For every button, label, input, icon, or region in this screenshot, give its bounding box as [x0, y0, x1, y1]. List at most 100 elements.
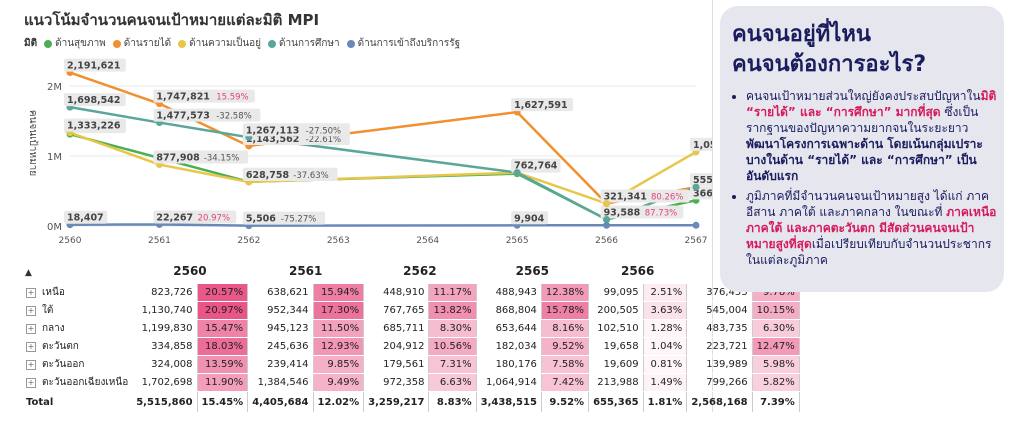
data-label-pct: -34.15%: [204, 154, 239, 164]
percent-cell: 6.63%: [428, 373, 477, 392]
data-label-bg: [690, 173, 712, 187]
region-cell[interactable]: + กลาง: [24, 319, 133, 338]
table-row: + ใต้ 1,130,740 20.97% 952,344 17.30% 767,765 1…: [24, 301, 800, 320]
region-cell[interactable]: + ตะวันออก: [24, 355, 133, 374]
legend-item-living[interactable]: ด้านความเป็นอยู่: [178, 36, 261, 51]
data-label: 18,407: [67, 213, 104, 224]
count-cell: 685,711: [363, 319, 430, 338]
legend-item-services[interactable]: ด้านการเข้าถึงบริการรัฐ: [346, 36, 460, 51]
region-label: ใต้: [42, 305, 54, 316]
count-cell: 972,358: [363, 373, 430, 392]
count-cell: 1,384,546: [247, 373, 314, 392]
region-label: ตะวันตก: [42, 341, 79, 352]
data-point: [603, 200, 611, 208]
data-point: [513, 169, 521, 177]
percent-cell: 11.90%: [197, 373, 249, 392]
table-total-row: Total 5,515,860 15.45% 4,405,684 12.02% 3,259…: [24, 391, 800, 413]
count-cell: 182,034: [476, 337, 542, 356]
count-cell: 179,561: [363, 355, 430, 374]
data-label: 628,758: [246, 170, 290, 181]
expand-icon[interactable]: +: [26, 342, 36, 352]
year-header[interactable]: 2562: [403, 264, 437, 278]
percent-cell: 1.49%: [643, 373, 688, 392]
legend-item-income[interactable]: ด้านรายได้: [112, 36, 171, 51]
year-header[interactable]: 2560: [173, 264, 207, 278]
data-label-bg: [600, 205, 684, 219]
count-cell: 180,176: [476, 355, 542, 374]
percent-cell: 13.59%: [197, 355, 249, 374]
data-label: 1,747,821: [156, 92, 210, 103]
region-cell[interactable]: + ตะวันตก: [24, 337, 133, 356]
data-label: 321,341: [604, 192, 647, 203]
data-label: 366,774: [693, 188, 712, 199]
year-header[interactable]: 2561: [288, 264, 323, 278]
count-cell: 545,004: [686, 301, 753, 320]
count-cell: 324,008: [132, 355, 198, 374]
percent-cell: 7.31%: [428, 355, 477, 374]
percent-cell: 15.78%: [541, 301, 590, 320]
data-label: 9,904: [514, 213, 544, 224]
x-tick-label: 2560: [59, 236, 82, 246]
insight-text: คนจนเป้าหมายส่วนใหญ่ยังคงประสบปัญหาใน: [746, 89, 981, 103]
percent-cell: 3.63%: [643, 301, 688, 320]
x-tick-label: 2563: [327, 236, 350, 246]
sort-arrow-icon[interactable]: ▲: [25, 268, 32, 278]
percent-cell: 9.52%: [541, 337, 590, 356]
legend-swatch: [346, 39, 355, 48]
percent-cell: 15.45%: [197, 391, 249, 413]
data-label-pct: -37.63%: [293, 171, 328, 181]
region-cell[interactable]: + เหนือ: [24, 284, 133, 302]
data-label: 22,267: [156, 212, 193, 223]
expand-icon[interactable]: +: [26, 378, 36, 388]
insight-text: เมื่อเปรียบเทียบกับจำนวนประชากรในแต่ละภู…: [746, 237, 992, 267]
data-label-pct: 80.26%: [651, 193, 683, 203]
percent-cell: 20.97%: [197, 301, 249, 320]
data-label-pct: -27.50%: [306, 126, 341, 136]
count-cell: 638,621: [247, 284, 314, 302]
data-label-bg: [153, 210, 237, 224]
insight-heading: คนจนอยู่ที่ไหน คนจนต้องการอะไร?: [732, 20, 926, 80]
percent-cell: 7.42%: [541, 373, 590, 392]
table-row: + เหนือ 823,726 20.57% 638,621 15.94% 448,910 1…: [24, 284, 800, 302]
expand-icon[interactable]: +: [26, 306, 36, 316]
count-cell: 1,199,830: [132, 319, 198, 338]
expand-icon[interactable]: +: [26, 324, 36, 334]
data-label: 1,143,562: [246, 134, 300, 145]
table-row: + กลาง 1,199,830 15.47% 945,123 11.50% 685,711…: [24, 319, 800, 338]
expand-icon[interactable]: +: [26, 360, 36, 370]
y-tick-label: 1M: [47, 152, 62, 163]
insight-text: ภูมิภาคที่มีจำนวนคนจนเป้าหมายสูง ได้แก่ …: [746, 189, 990, 219]
year-header[interactable]: 2565: [515, 264, 550, 278]
percent-cell: 18.03%: [197, 337, 249, 356]
year-header[interactable]: 2566: [620, 264, 655, 278]
sort-header[interactable]: ▲: [24, 258, 132, 284]
expand-icon[interactable]: +: [26, 288, 36, 298]
insight-highlight: ภาคเหนือ ภาคใต้ และภาคตะวันตก มีสัดส่วนค…: [746, 205, 997, 251]
percent-cell: 8.16%: [541, 319, 590, 338]
x-tick-label: 2564: [416, 236, 439, 246]
region-cell[interactable]: + ใต้: [24, 301, 133, 320]
region-cell[interactable]: + ตะวันออกเฉียงเหนือ: [24, 373, 133, 392]
legend-label: ด้านสุขภาพ: [55, 38, 106, 49]
percent-cell: 11.17%: [428, 284, 477, 302]
count-cell: 823,726: [132, 284, 198, 302]
percent-cell: 8.83%: [428, 391, 477, 413]
legend-swatch: [44, 39, 53, 48]
insight-item: คนจนเป้าหมายส่วนใหญ่ยังคงประสบปัญหาในมิต…: [746, 88, 998, 184]
count-cell: 102,510: [588, 319, 644, 338]
insight-bold: พัฒนาโครงการเฉพาะด้าน โดยเน้นกลุ่มเปราะบ…: [746, 137, 983, 183]
heading-line-2: คนจนต้องการอะไร?: [732, 52, 927, 77]
count-cell: 448,910: [363, 284, 430, 302]
data-label-bg: [153, 150, 249, 164]
region-cell: Total: [24, 391, 133, 413]
table-header-row: ▲ 2560 2561 2562 2565 2566 2567: [24, 258, 799, 284]
heading-line-1: คนจนอยู่ที่ไหน: [732, 22, 871, 47]
data-label: 555,651: [693, 175, 712, 186]
x-tick-label: 2566: [595, 236, 618, 246]
legend-item-education[interactable]: ด้านการศึกษา: [268, 36, 340, 51]
legend-item-health[interactable]: ด้านสุขภาพ: [44, 36, 106, 51]
count-cell: 213,988: [588, 373, 644, 392]
count-cell: 3,438,515: [476, 391, 542, 413]
data-label: 1,477,573: [156, 111, 210, 122]
count-cell: 223,721: [686, 337, 753, 356]
